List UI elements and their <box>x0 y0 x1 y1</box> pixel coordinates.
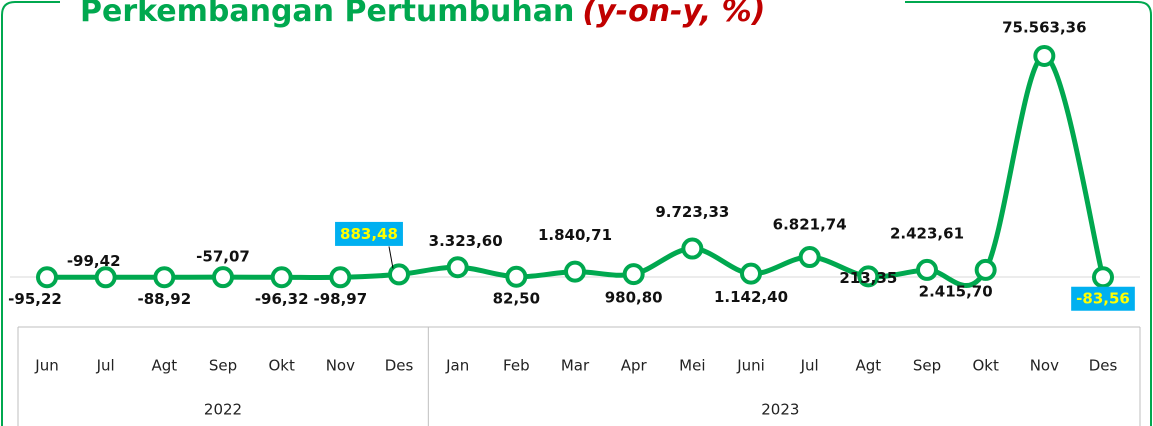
value-label: -96,32 <box>255 290 309 308</box>
value-label: -88,92 <box>137 290 191 308</box>
x-tick-label: Mei <box>679 357 705 375</box>
x-tick-label: Sep <box>913 357 941 375</box>
value-label-box <box>335 221 403 246</box>
x-tick-label: Feb <box>503 357 530 375</box>
x-tick-label: Okt <box>972 357 998 375</box>
point <box>1033 45 1056 67</box>
group-label: 2022 <box>204 401 242 419</box>
value-label: 2.423,61 <box>890 224 964 242</box>
point <box>681 237 704 260</box>
title-main: Perkembangan Pertumbuhan <box>80 0 574 29</box>
value-label: 9.723,33 <box>655 203 729 221</box>
point <box>446 256 469 279</box>
value-label: -98,97 <box>313 290 367 308</box>
point <box>798 246 821 269</box>
point <box>857 265 880 288</box>
title-note: (y-on-y, %) <box>582 0 765 29</box>
value-label: 980,80 <box>605 289 663 307</box>
group-label: 2023 <box>761 401 799 419</box>
point <box>329 266 352 289</box>
value-label: -83,56 <box>1076 290 1130 308</box>
point <box>388 263 410 286</box>
point <box>974 258 997 281</box>
value-label: 1.142,40 <box>714 288 788 306</box>
x-tick-label: Jul <box>800 357 819 375</box>
chart-title: Perkembangan Pertumbuhan (y-on-y, %) <box>80 0 765 29</box>
value-label-box <box>1071 286 1135 311</box>
point <box>564 260 586 283</box>
value-label: 213,35 <box>839 269 897 287</box>
point <box>212 266 234 289</box>
value-label: 82,50 <box>493 289 540 307</box>
x-tick-label: Jan <box>445 357 469 375</box>
x-tick-label: Des <box>1089 357 1118 375</box>
value-label: -57,07 <box>196 248 250 266</box>
value-label: 883,48 <box>340 225 398 243</box>
point <box>36 266 58 289</box>
point <box>153 266 176 289</box>
x-tick-label: Okt <box>268 357 294 375</box>
value-label: 2.415,70 <box>919 282 993 300</box>
x-tick-label: Sep <box>209 357 237 375</box>
value-label: 1.840,71 <box>538 226 612 244</box>
x-tick-label: Apr <box>621 357 648 375</box>
point <box>270 266 293 289</box>
point <box>1092 266 1114 289</box>
value-label: -95,22 <box>8 290 62 308</box>
leader <box>388 246 394 269</box>
value-label: 3.323,60 <box>429 232 503 250</box>
value-label: -99,42 <box>67 252 121 270</box>
x-tick-label: Nov <box>326 357 355 375</box>
point <box>94 266 117 289</box>
x-tick-label: Des <box>385 357 414 375</box>
x-tick-label: Agt <box>151 357 177 375</box>
value-label: 6.821,74 <box>773 216 847 234</box>
point <box>740 262 762 285</box>
point <box>622 263 645 286</box>
x-tick-label: Nov <box>1030 357 1059 375</box>
x-tick-label: Jul <box>96 357 115 375</box>
x-tick-label: Agt <box>855 357 881 375</box>
x-tick-label: Mar <box>561 357 590 375</box>
point <box>916 258 938 281</box>
value-label: 75.563,36 <box>1002 19 1086 37</box>
x-tick-label: Jun <box>34 357 58 375</box>
point <box>505 265 528 288</box>
x-tick-label: Juni <box>736 357 765 375</box>
